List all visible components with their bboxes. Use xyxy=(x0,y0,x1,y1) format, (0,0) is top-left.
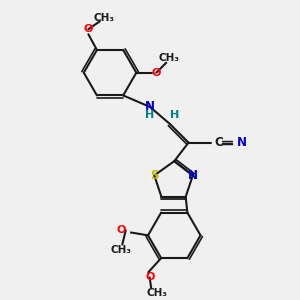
Text: O: O xyxy=(116,225,126,235)
Text: S: S xyxy=(150,169,158,182)
Text: CH₃: CH₃ xyxy=(158,53,179,63)
Text: N: N xyxy=(236,136,247,149)
Text: CH₃: CH₃ xyxy=(110,244,131,255)
Text: N: N xyxy=(188,169,198,182)
Text: O: O xyxy=(152,68,161,78)
Text: H: H xyxy=(169,110,179,121)
Text: CH₃: CH₃ xyxy=(146,288,167,298)
Text: C: C xyxy=(215,136,224,148)
Text: N: N xyxy=(145,100,155,113)
Text: O: O xyxy=(145,272,154,283)
Text: H: H xyxy=(146,110,154,121)
Text: CH₃: CH₃ xyxy=(94,13,115,23)
Text: O: O xyxy=(84,24,93,34)
